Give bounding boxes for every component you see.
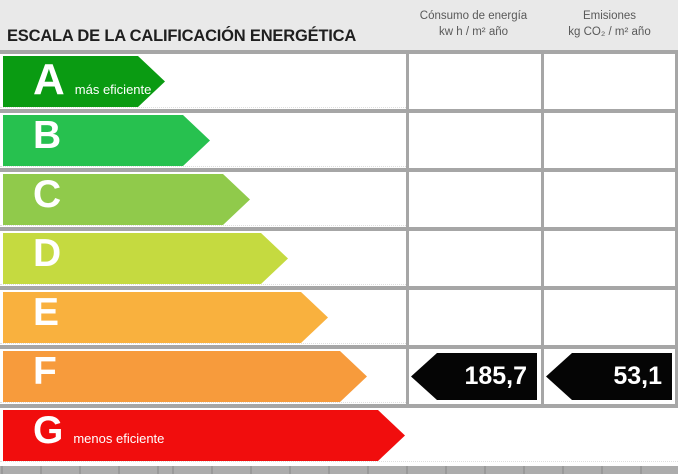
consumption-cell-e bbox=[406, 290, 541, 345]
rating-letter-b: B bbox=[33, 114, 62, 157]
rating-letter-a: A bbox=[33, 55, 65, 104]
rating-arrow-g: G menos eficiente bbox=[3, 410, 405, 461]
rating-arrow-b: B bbox=[3, 115, 210, 166]
consumption-cell-f: 185,7 bbox=[406, 349, 541, 404]
consumption-cell-b bbox=[406, 113, 541, 168]
rating-arrow-d: D bbox=[3, 233, 288, 284]
rating-row-d: D bbox=[0, 231, 678, 290]
header: ESCALA DE LA CALIFICACIÓN ENERGÉTICA Cón… bbox=[0, 0, 678, 54]
rating-arrow-c: C bbox=[3, 174, 250, 225]
consumption-cell-a bbox=[406, 54, 541, 109]
column-header-consumption: Cónsumo de energía kw h / m² año bbox=[406, 0, 541, 50]
rating-letter-f: F bbox=[33, 350, 57, 393]
rating-letter-c: C bbox=[33, 173, 62, 216]
rating-arrow-a: A más eficiente bbox=[3, 56, 165, 107]
consumption-header-line1: Cónsumo de energía bbox=[419, 10, 528, 22]
emissions-header-line1: Emisiones bbox=[582, 10, 637, 22]
consumption-value-arrow: 185,7 bbox=[411, 353, 537, 400]
rating-arrow-f: F bbox=[3, 351, 367, 402]
bottom-gridline-strip bbox=[0, 466, 678, 474]
rating-arrow-e: E bbox=[3, 292, 328, 343]
rating-label-a: más eficiente bbox=[74, 82, 152, 97]
rating-label-g: menos eficiente bbox=[73, 431, 165, 446]
scale-cell-b: B bbox=[0, 113, 406, 168]
scale-cell-f: F bbox=[0, 349, 406, 404]
rating-row-f: F 185,7 53,1 bbox=[0, 349, 678, 408]
emissions-cell-a bbox=[541, 54, 678, 109]
emissions-cell-c bbox=[541, 172, 678, 227]
consumption-value: 185,7 bbox=[464, 362, 527, 390]
scale-cell-e: E bbox=[0, 290, 406, 345]
scale-cell-a: A más eficiente bbox=[0, 54, 406, 109]
consumption-header-line2: kw h / m² año bbox=[438, 26, 509, 38]
rating-letter-g: G bbox=[33, 409, 64, 452]
rating-letter-e: E bbox=[33, 291, 60, 334]
emissions-cell-e bbox=[541, 290, 678, 345]
scale-cell-d: D bbox=[0, 231, 406, 286]
emissions-value-arrow: 53,1 bbox=[546, 353, 672, 400]
rating-row-e: E bbox=[0, 290, 678, 349]
consumption-cell-c bbox=[406, 172, 541, 227]
page-title: ESCALA DE LA CALIFICACIÓN ENERGÉTICA bbox=[7, 27, 357, 45]
emissions-cell-b bbox=[541, 113, 678, 168]
rating-row-a: A más eficiente bbox=[0, 54, 678, 113]
emissions-cell-f: 53,1 bbox=[541, 349, 678, 404]
rating-row-b: B bbox=[0, 113, 678, 172]
rating-row-c: C bbox=[0, 172, 678, 231]
rating-row-g: G menos eficiente bbox=[0, 408, 678, 463]
emissions-cell-d bbox=[541, 231, 678, 286]
column-header-emissions: Emisiones kg CO₂ / m² año bbox=[541, 0, 678, 50]
rating-letter-d: D bbox=[33, 232, 62, 275]
consumption-cell-d bbox=[406, 231, 541, 286]
scale-cell-c: C bbox=[0, 172, 406, 227]
emissions-header-line2: kg CO₂ / m² año bbox=[568, 26, 651, 38]
scale-cell-g: G menos eficiente bbox=[0, 408, 678, 463]
emissions-value: 53,1 bbox=[613, 362, 662, 390]
